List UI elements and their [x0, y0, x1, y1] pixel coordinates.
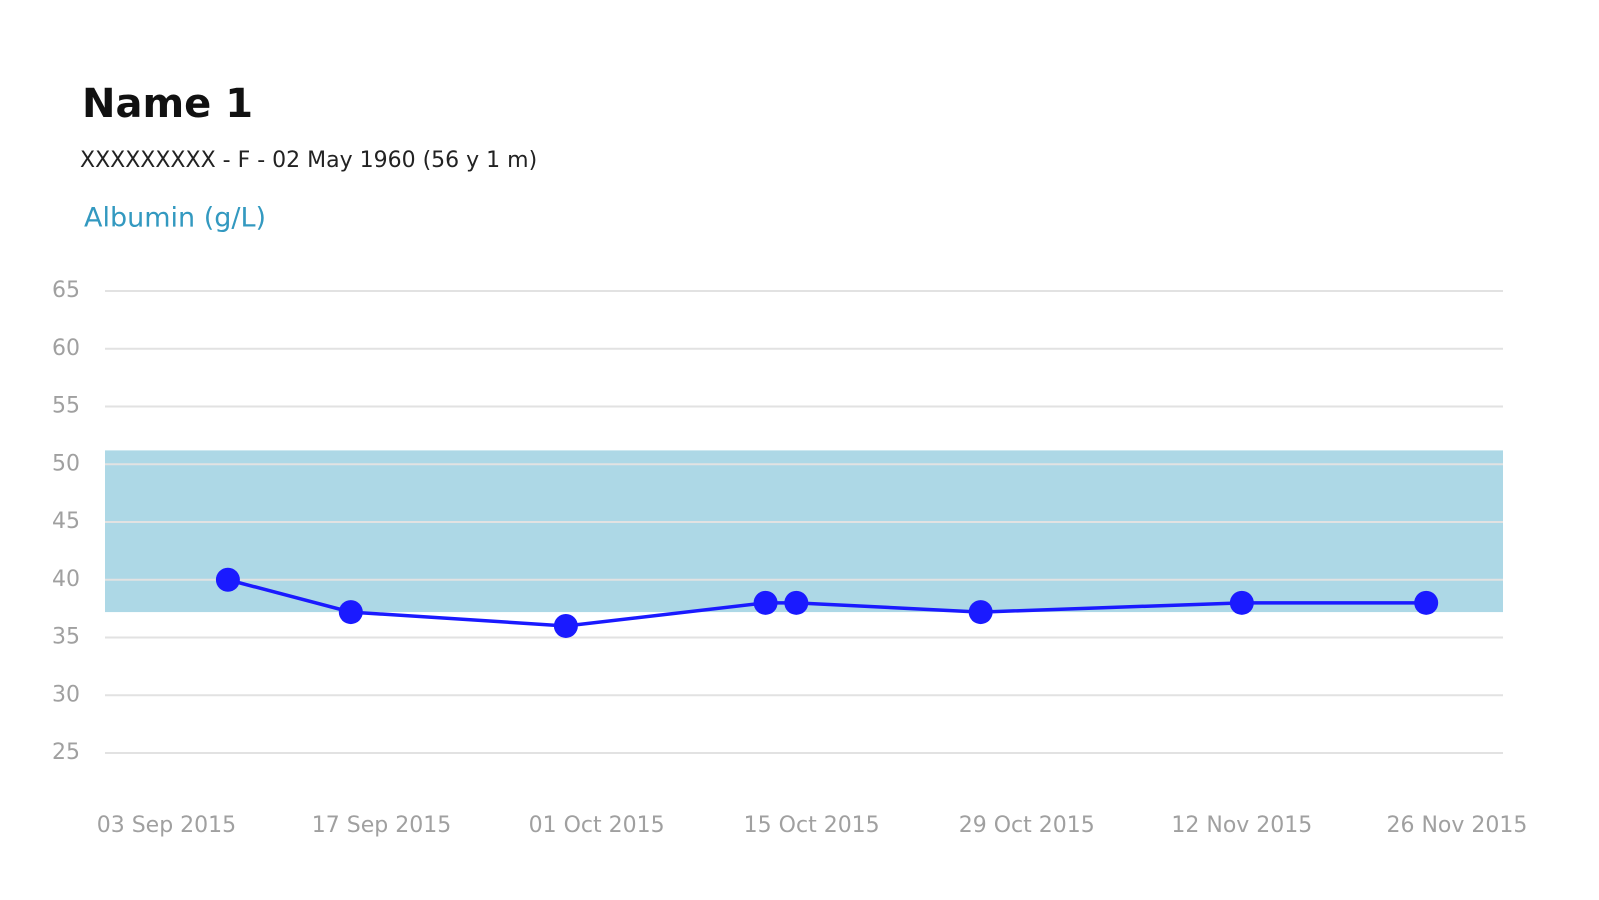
y-tick-label: 65 — [52, 278, 80, 303]
y-tick-label: 45 — [52, 509, 80, 534]
data-point — [1229, 590, 1254, 615]
data-point — [753, 590, 778, 615]
patient-details: XXXXXXXXX - F - 02 May 1960 (56 y 1 m) — [80, 148, 537, 173]
y-tick-label: 30 — [52, 682, 80, 707]
y-tick-label: 50 — [52, 451, 80, 476]
y-tick-label: 25 — [52, 740, 80, 765]
y-tick-label: 55 — [52, 394, 80, 419]
x-tick-label: 29 Oct 2015 — [959, 813, 1095, 838]
x-tick-label: 03 Sep 2015 — [97, 813, 236, 838]
data-point — [1414, 590, 1439, 615]
chart-title: Albumin (g/L) — [84, 203, 266, 234]
x-tick-label: 15 Oct 2015 — [744, 813, 880, 838]
data-line — [227, 578, 1427, 628]
data-point — [553, 613, 578, 638]
data-point — [968, 600, 993, 625]
patient-name: Name 1 — [82, 81, 253, 127]
x-tick-label: 26 Nov 2015 — [1386, 813, 1527, 838]
data-point — [338, 600, 363, 625]
y-tick-label: 35 — [52, 625, 80, 650]
data-point — [784, 590, 809, 615]
y-tick-label: 40 — [52, 567, 80, 592]
x-tick-label: 01 Oct 2015 — [529, 813, 665, 838]
data-point — [215, 567, 240, 592]
x-tick-label: 12 Nov 2015 — [1171, 813, 1312, 838]
reference-band — [105, 450, 1503, 613]
y-tick-label: 60 — [52, 336, 80, 361]
x-tick-label: 17 Sep 2015 — [312, 813, 451, 838]
